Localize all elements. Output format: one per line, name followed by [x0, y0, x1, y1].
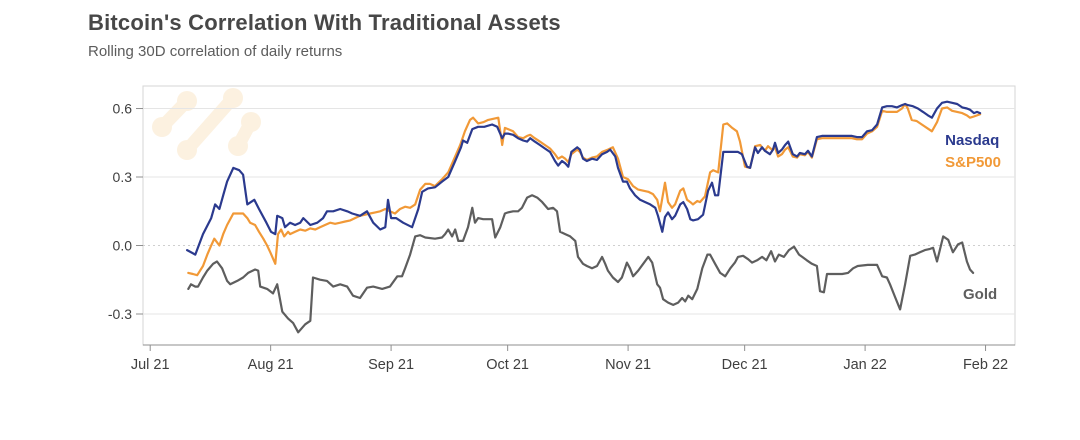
watermark-logo [241, 112, 261, 132]
watermark-logo [228, 136, 248, 156]
x-tick-label: Feb 22 [963, 357, 1008, 373]
y-tick-label: 0.3 [113, 169, 133, 185]
watermark-logo [223, 88, 243, 108]
series-line-gold [187, 194, 975, 334]
page-title: Bitcoin's Correlation With Traditional A… [88, 10, 561, 35]
watermark-logo [180, 91, 240, 157]
watermark-logo [177, 140, 197, 160]
y-tick-label: 0.0 [113, 238, 133, 254]
x-tick-label: Jul 21 [131, 357, 170, 373]
series-label-nasdaq: Nasdaq [945, 132, 999, 149]
x-tick-label: Jan 22 [843, 357, 887, 373]
watermark-logo [152, 117, 172, 137]
series-label-gold: Gold [963, 286, 997, 303]
plot-border [142, 85, 1016, 346]
chart-header: Bitcoin's Correlation With Traditional A… [88, 10, 561, 60]
x-tick-label: Dec 21 [722, 357, 768, 373]
series-line-nasdaq [186, 100, 982, 256]
series-line-sp500 [187, 102, 982, 277]
x-tick-label: Aug 21 [248, 357, 294, 373]
watermark-logo [177, 91, 197, 111]
y-tick-label: -0.3 [108, 306, 132, 322]
x-tick-label: Nov 21 [605, 357, 651, 373]
y-tick-label: 0.6 [113, 101, 133, 117]
x-tick-label: Sep 21 [368, 357, 414, 373]
series-label-sp500: S&P500 [945, 154, 1001, 171]
x-tick-label: Oct 21 [486, 357, 529, 373]
page-subtitle: Rolling 30D correlation of daily returns [88, 43, 343, 60]
